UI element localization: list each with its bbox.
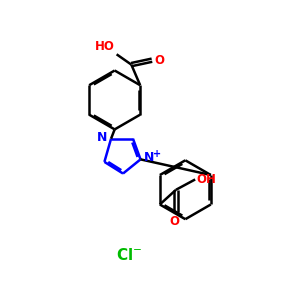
Text: N: N [143,152,154,164]
Text: HO: HO [95,40,115,53]
Text: N: N [97,131,107,144]
Text: OH: OH [196,173,217,186]
Text: O: O [169,215,180,228]
Text: +: + [153,149,161,159]
Text: Cl$^{-}$: Cl$^{-}$ [116,247,142,262]
Text: O: O [154,54,164,67]
